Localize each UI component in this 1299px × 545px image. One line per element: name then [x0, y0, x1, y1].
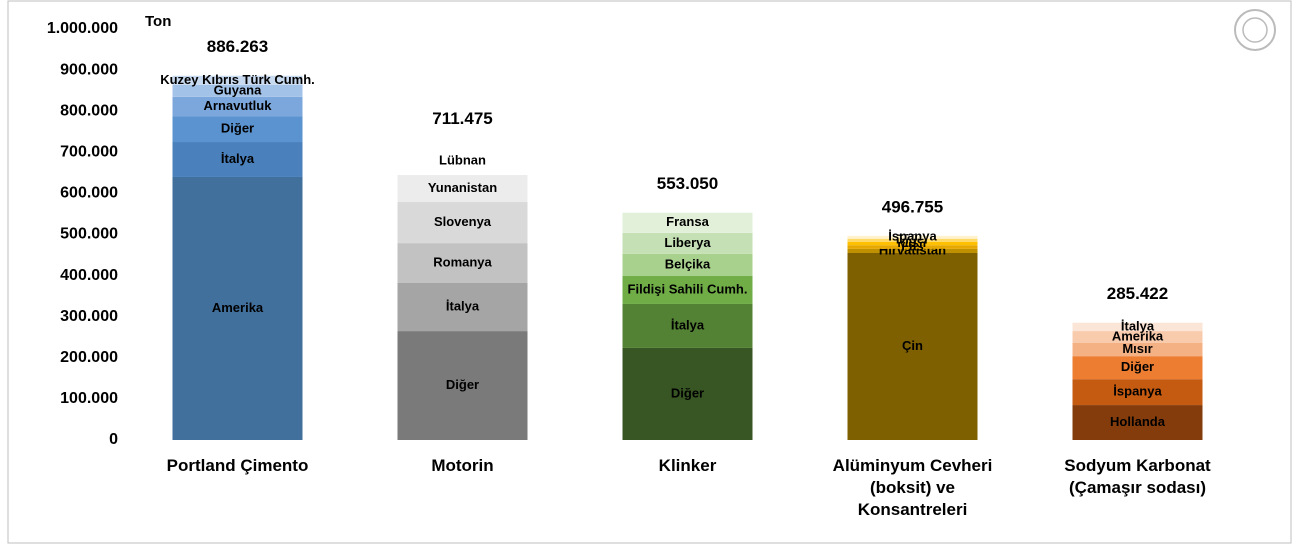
segment-label: Yunanistan: [428, 180, 497, 195]
bar-segment: [397, 174, 528, 203]
bar-segment: [397, 202, 528, 244]
segment-label: Amerika: [212, 300, 264, 315]
bar-segment: [397, 331, 528, 440]
segment-label: Belçika: [665, 256, 711, 271]
segment-label: Lübnan: [439, 153, 486, 168]
segment-label: Diğer: [1121, 359, 1154, 374]
y-tick-label: 0: [109, 431, 118, 448]
logo: [1234, 9, 1276, 51]
bar-segment: [1072, 331, 1203, 344]
x-tick-label: Sodyum Karbonat (Çamaşır sodası): [1064, 456, 1211, 497]
total-label: 886.263: [207, 37, 268, 56]
bar-segment: [847, 241, 978, 246]
bar-segment: [622, 303, 753, 348]
bar-segment: [172, 176, 303, 440]
bar-segment: [847, 252, 978, 440]
bar-segment: [397, 147, 528, 175]
y-axis-label: Ton: [145, 13, 171, 30]
bar-segment: [847, 235, 978, 239]
segment-label: Diğer: [221, 121, 254, 136]
bar-segment: [622, 276, 753, 304]
bar-segment: [397, 282, 528, 332]
bar-segment: [847, 245, 978, 249]
segment-label: Arnavutluk: [204, 98, 273, 113]
frame: [7, 0, 1292, 544]
bar-segment: [622, 347, 753, 440]
segment-label: Guyana: [214, 82, 262, 97]
segment-label: İtalya: [446, 298, 480, 313]
y-tick-label: 300.000: [60, 308, 118, 325]
y-tick-label: 200.000: [60, 349, 118, 366]
x-tick-label: Motorin: [431, 456, 494, 475]
x-tick-label: Klinker: [658, 456, 717, 475]
bar-segment: [847, 238, 978, 242]
bar-segment: [622, 232, 753, 254]
bar-segment: [622, 212, 753, 233]
y-tick-label: 400.000: [60, 267, 118, 284]
bar-segment: [172, 75, 303, 85]
total-label: 553.050: [657, 174, 718, 193]
bar-segment: [1072, 405, 1203, 440]
segment-label: İtalya: [221, 151, 255, 166]
x-tick-label: Portland Çimento: [166, 456, 309, 475]
y-tick-label: 1.000.000: [47, 20, 118, 37]
segment-label: Liberya: [664, 235, 711, 250]
bar-segment: [1072, 356, 1203, 380]
bar-segment: [172, 96, 303, 117]
bar-segment: [172, 84, 303, 97]
segment-label: Amerika: [1112, 328, 1164, 343]
total-label: 496.755: [882, 197, 943, 216]
segment-label: Diğer: [896, 232, 929, 247]
bar-segment: [397, 243, 528, 283]
segment-label: Fildişi Sahili Cumh.: [628, 281, 748, 296]
segment-label: Diğer: [671, 385, 704, 400]
total-label: 711.475: [432, 109, 493, 128]
y-tick-label: 700.000: [60, 144, 118, 161]
bar-segment: [622, 253, 753, 277]
y-tick-label: 900.000: [60, 61, 118, 78]
logo-inner: [1242, 17, 1268, 43]
bar-segment: [847, 248, 978, 253]
segment-label: Romanya: [433, 255, 492, 270]
total-label: 285.422: [1107, 284, 1168, 303]
segment-label: İspanya: [1113, 384, 1162, 399]
bar-segment: [1072, 322, 1203, 332]
segment-label: Fransa: [666, 214, 709, 229]
segment-label: İtalya: [1121, 318, 1155, 333]
segment-label: Diğer: [446, 377, 479, 392]
y-tick-label: 800.000: [60, 102, 118, 119]
y-tick-label: 500.000: [60, 226, 118, 243]
bar-segment: [1072, 379, 1203, 406]
bar-segment: [172, 116, 303, 143]
y-tick-label: 600.000: [60, 185, 118, 202]
x-tick-label: Alüminyum Cevheri (boksit) ve Konsantrel…: [832, 456, 993, 519]
segment-label: Hollanda: [1110, 414, 1166, 429]
segment-label: Kuzey Kıbrıs Türk Cumh.: [160, 72, 315, 87]
segment-label: Çin: [902, 338, 923, 353]
segment-label: İspanya: [888, 229, 937, 244]
segment-label: İtalya: [671, 317, 705, 332]
bar-segment: [172, 142, 303, 177]
bar-segment: [1072, 343, 1203, 357]
segment-label: Mısır: [1122, 341, 1152, 356]
segment-label: Slovenya: [434, 214, 492, 229]
y-tick-label: 100.000: [60, 390, 118, 407]
